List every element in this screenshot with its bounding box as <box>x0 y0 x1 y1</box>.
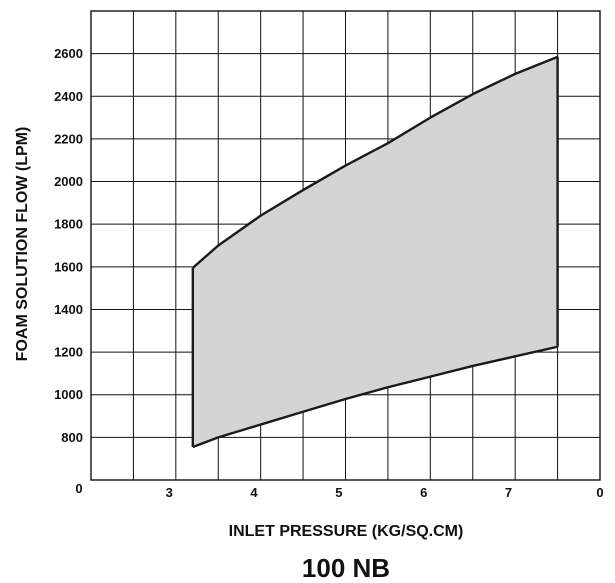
y-tick-label: 2000 <box>54 174 83 189</box>
y-tick-label: 2600 <box>54 46 83 61</box>
upper-boundary-line <box>192 55 559 269</box>
x-end-label: 0 <box>596 485 603 500</box>
y-tick-label: 1600 <box>54 259 83 274</box>
y-tick-labels: 800 1000 1200 1400 1600 1800 2000 2200 2400 2600 <box>54 46 83 445</box>
operating-envelope <box>191 55 559 449</box>
y-tick-label: 2200 <box>54 131 83 146</box>
y-tick-label: 2400 <box>54 89 83 104</box>
x-tick-label: 3 <box>166 485 173 500</box>
y-axis-title: FOAM SOLUTION FLOW (LPM) <box>14 127 31 362</box>
x-tick-label: 5 <box>335 485 342 500</box>
x-tick-label: 4 <box>250 485 258 500</box>
x-origin-label: 0 <box>75 481 82 496</box>
x-axis-title: INLET PRESSURE (KG/SQ.CM) <box>229 523 464 540</box>
y-tick-label: 1200 <box>54 345 83 360</box>
y-tick-label: 800 <box>61 430 83 445</box>
plot-frame <box>90 10 601 481</box>
x-tick-labels: 3 4 5 6 7 0 0 <box>75 481 603 500</box>
y-tick-label: 1000 <box>54 387 83 402</box>
y-tick-label: 1800 <box>54 217 83 232</box>
x-tick-label: 7 <box>505 485 512 500</box>
y-tick-label: 1400 <box>54 302 83 317</box>
x-tick-label: 6 <box>420 485 427 500</box>
envelope-fill <box>192 56 558 447</box>
lower-boundary-line <box>192 345 558 449</box>
chart-title: 100 NB <box>302 553 390 583</box>
